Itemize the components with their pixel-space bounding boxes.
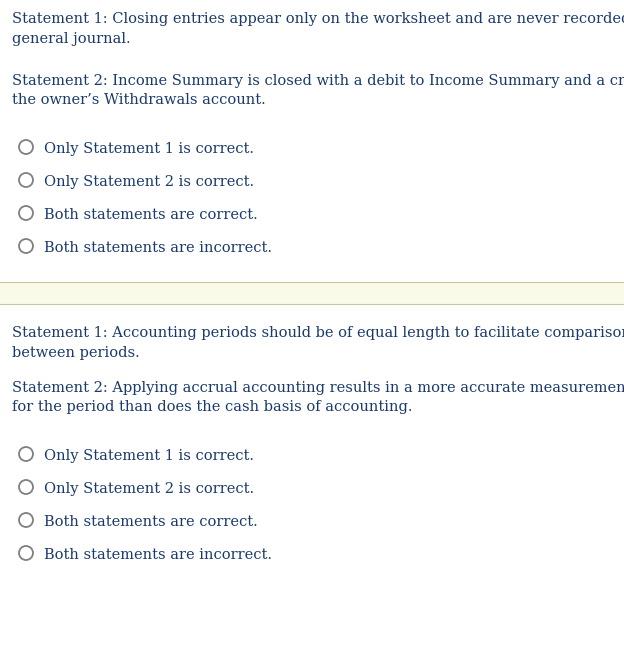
Text: Statement 2: Income Summary is closed with a debit to Income Summary and a credi: Statement 2: Income Summary is closed wi… [12,74,624,107]
Text: Only Statement 1 is correct.: Only Statement 1 is correct. [44,449,254,463]
Text: Statement 1: Closing entries appear only on the worksheet and are never recorded: Statement 1: Closing entries appear only… [12,12,624,46]
Bar [0,282,624,304]
Text: Statement 1: Accounting periods should be of equal length to facilitate comparis: Statement 1: Accounting periods should b… [12,326,624,359]
Text: Both statements are incorrect.: Both statements are incorrect. [44,548,272,562]
Text: Both statements are correct.: Both statements are correct. [44,208,258,222]
Text: Only Statement 1 is correct.: Only Statement 1 is correct. [44,142,254,156]
Text: Both statements are correct.: Both statements are correct. [44,515,258,529]
Text: Statement 2: Applying accrual accounting results in a more accurate measurement : Statement 2: Applying accrual accounting… [12,381,624,414]
Text: Only Statement 2 is correct.: Only Statement 2 is correct. [44,175,254,189]
Text: Both statements are incorrect.: Both statements are incorrect. [44,241,272,255]
Text: Only Statement 2 is correct.: Only Statement 2 is correct. [44,482,254,496]
